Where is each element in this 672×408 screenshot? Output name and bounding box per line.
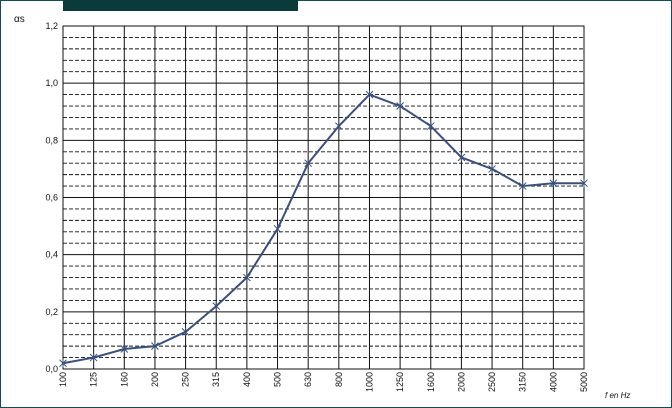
data-point-marker bbox=[549, 179, 558, 188]
series bbox=[59, 90, 588, 368]
x-tick-label: 2500 bbox=[487, 372, 497, 392]
data-point-marker bbox=[334, 122, 343, 131]
data-point-marker bbox=[243, 273, 251, 282]
y-tick-label: 0,0 bbox=[45, 364, 58, 374]
x-axis-label: f en Hz bbox=[605, 391, 630, 400]
x-tick-label: 3150 bbox=[518, 372, 528, 392]
x-tick-labels: 100 125 160 200 250 315 400 500 630 800 1000 1250 16… bbox=[58, 372, 589, 392]
data-point-marker bbox=[580, 179, 588, 188]
data-point-marker bbox=[212, 302, 221, 311]
y-tick-label: 0,8 bbox=[45, 135, 58, 145]
x-tick-label: 500 bbox=[273, 372, 283, 387]
x-tick-label: 5000 bbox=[579, 372, 589, 392]
data-point-marker bbox=[89, 353, 98, 362]
data-point-marker bbox=[518, 182, 527, 191]
y-tick-label: 1,2 bbox=[45, 21, 58, 31]
data-point-marker bbox=[426, 122, 435, 131]
data-point-marker bbox=[365, 90, 374, 99]
x-tick-label: 160 bbox=[119, 372, 129, 387]
y-tick-label: 0,6 bbox=[45, 193, 58, 203]
series-line bbox=[62, 93, 584, 365]
x-tick-label: 250 bbox=[181, 372, 191, 387]
x-tick-label: 125 bbox=[89, 372, 99, 387]
data-point-marker bbox=[396, 102, 404, 111]
x-tick-label: 100 bbox=[58, 372, 68, 387]
x-tick-label: 800 bbox=[334, 372, 344, 387]
data-point-marker bbox=[59, 359, 67, 368]
x-tick-label: 4000 bbox=[548, 372, 558, 392]
y-tick-label: 1,0 bbox=[45, 78, 58, 88]
x-tick-label: 2000 bbox=[456, 372, 466, 392]
y-tick-labels: 0,0 0,2 0,4 0,6 0,8 1,0 1,2 bbox=[45, 21, 58, 374]
y-tick-label: 0,4 bbox=[45, 250, 58, 260]
grid bbox=[62, 25, 585, 370]
x-tick-label: 400 bbox=[242, 372, 252, 387]
x-tick-label: 1250 bbox=[395, 372, 405, 392]
data-point-marker bbox=[488, 164, 496, 173]
x-tick-label: 315 bbox=[211, 372, 221, 387]
data-point-marker bbox=[181, 327, 190, 336]
y-axis-label: αs bbox=[14, 14, 25, 25]
x-tick-label: 1000 bbox=[364, 372, 374, 392]
data-point-marker bbox=[273, 224, 282, 233]
y-tick-label: 0,2 bbox=[45, 307, 58, 317]
x-tick-label: 630 bbox=[303, 372, 313, 387]
header-bar bbox=[63, 0, 298, 11]
x-tick-label: 1600 bbox=[426, 372, 436, 392]
data-point-marker bbox=[304, 159, 313, 168]
x-tick-label: 200 bbox=[150, 372, 160, 387]
data-point-marker bbox=[151, 342, 159, 351]
data-point-marker bbox=[120, 344, 129, 353]
data-point-marker bbox=[457, 153, 466, 162]
